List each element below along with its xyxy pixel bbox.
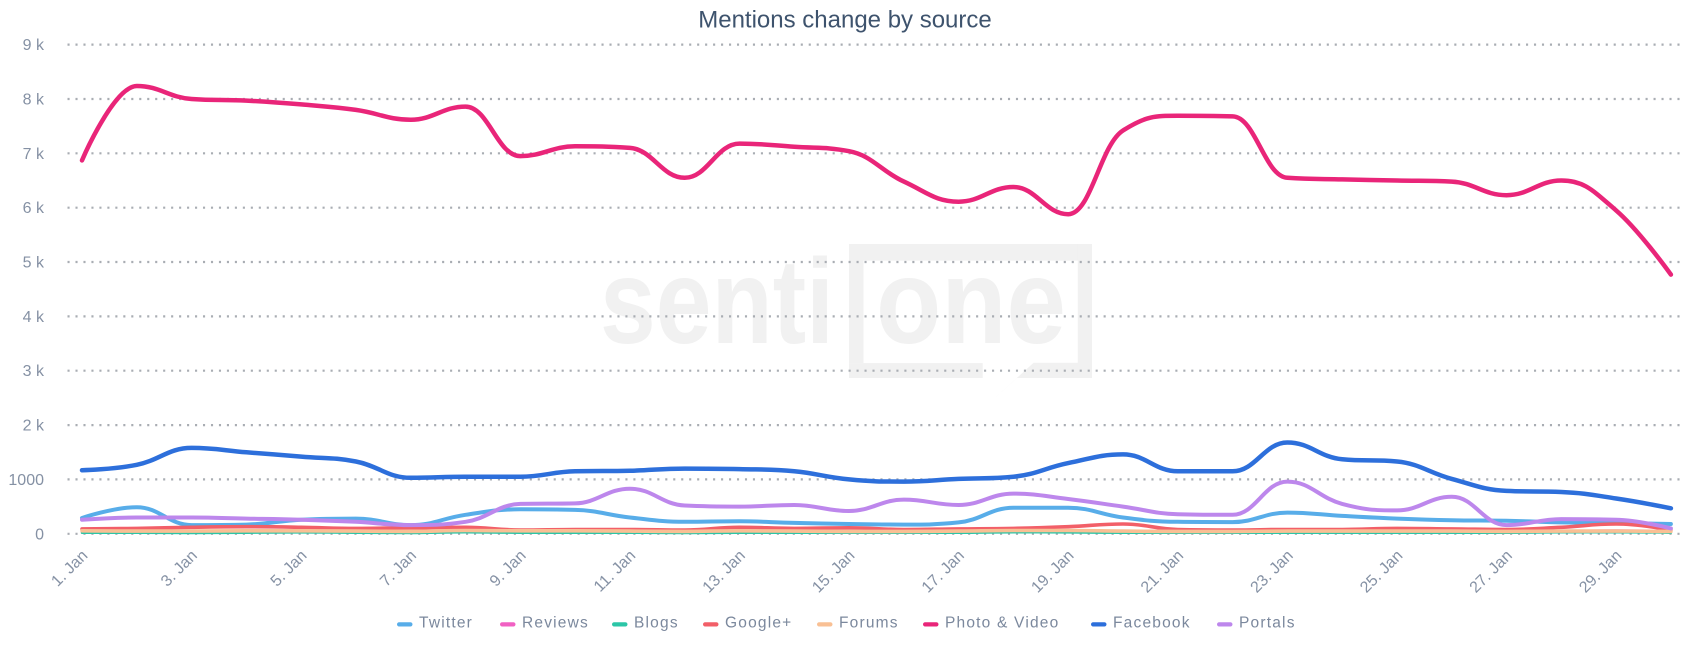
svg-text:2 k: 2 k xyxy=(23,418,45,435)
svg-text:6 k: 6 k xyxy=(23,200,45,217)
svg-text:1000: 1000 xyxy=(8,472,44,489)
svg-text:Reviews: Reviews xyxy=(522,615,589,632)
svg-text:5 k: 5 k xyxy=(23,255,45,272)
svg-text:Portals: Portals xyxy=(1239,615,1296,632)
svg-text:4 k: 4 k xyxy=(23,309,45,326)
svg-text:7 k: 7 k xyxy=(23,146,45,163)
svg-text:Google+: Google+ xyxy=(725,615,792,632)
svg-text:Photo & Video: Photo & Video xyxy=(945,615,1059,632)
svg-text:Mentions change by source: Mentions change by source xyxy=(698,7,992,34)
svg-text:3 k: 3 k xyxy=(23,363,45,380)
svg-text:9 k: 9 k xyxy=(23,37,45,54)
svg-text:one: one xyxy=(876,233,1066,369)
svg-text:Blogs: Blogs xyxy=(634,615,679,632)
svg-text:0: 0 xyxy=(35,526,44,543)
svg-text:Forums: Forums xyxy=(839,615,899,632)
svg-text:8 k: 8 k xyxy=(23,92,45,109)
svg-text:Facebook: Facebook xyxy=(1113,615,1191,632)
svg-text:Twitter: Twitter xyxy=(419,615,473,632)
svg-text:senti: senti xyxy=(600,233,834,369)
